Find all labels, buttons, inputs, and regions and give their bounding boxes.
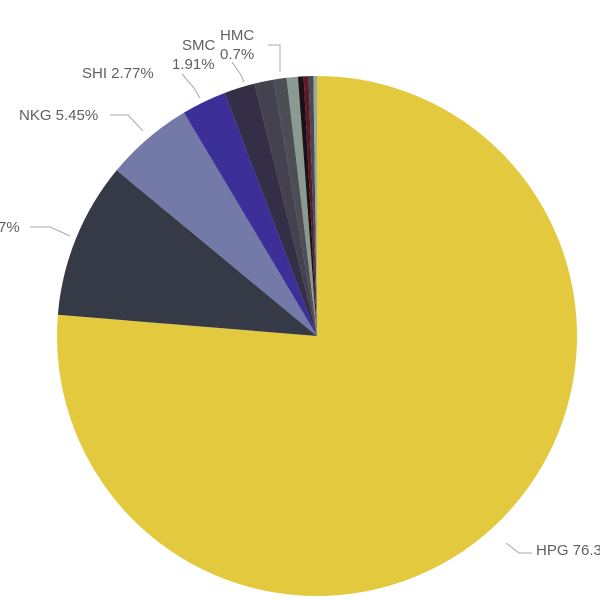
pie-slice-smc xyxy=(224,83,317,337)
data-label-smc-name: SMC xyxy=(182,37,216,54)
pie-slice-shi xyxy=(183,92,317,337)
pie-slices xyxy=(57,75,578,597)
leader-line-2 xyxy=(110,114,144,132)
data-label-hpg: HPG 76.3 xyxy=(536,542,600,559)
data-label-series2: 7% xyxy=(0,219,20,236)
data-label-hmc-name: HMC xyxy=(220,27,254,44)
leader-line-4 xyxy=(231,61,245,83)
pie-slice-slice-11 xyxy=(313,75,317,337)
leader-line-1 xyxy=(30,226,71,237)
leader-line-5 xyxy=(268,44,281,72)
label-leader-lines xyxy=(30,44,532,554)
pie-slice-slice-6 xyxy=(273,77,317,336)
pie-slice-nkg xyxy=(116,112,317,337)
data-label-hmc-value: 0.7% xyxy=(220,46,254,63)
pie-slice-slice-8 xyxy=(297,76,317,336)
pie-slice-slice-5 xyxy=(254,79,317,337)
pie-slice-slice-10 xyxy=(308,76,317,337)
pie-slice-slice-1 xyxy=(57,170,318,336)
data-label-shi: SHI 2.77% xyxy=(82,65,154,82)
pie-slice-hpg xyxy=(57,76,578,597)
leader-line-3 xyxy=(181,73,201,99)
data-label-nkg: NKG 5.45% xyxy=(19,107,98,124)
leader-line-0 xyxy=(505,542,532,554)
pie-slice-slice-9 xyxy=(303,76,317,336)
data-label-smc-value: 1.91% xyxy=(172,56,215,73)
pie-slice-hmc xyxy=(286,76,317,336)
